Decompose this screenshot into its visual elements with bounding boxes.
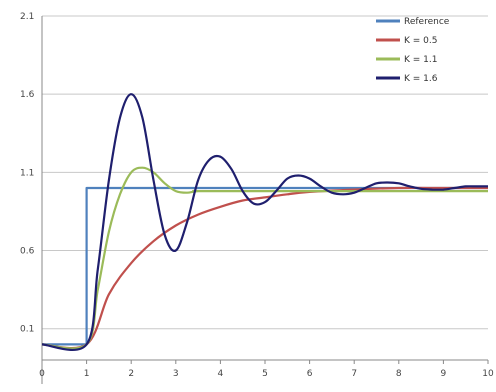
x-tick-label: 2 xyxy=(128,369,134,379)
legend-label-1: K = 0.5 xyxy=(404,36,437,46)
x-tick-label: 4 xyxy=(218,369,224,379)
x-tick-label: 10 xyxy=(482,369,494,379)
y-tick-label: 1.1 xyxy=(20,168,34,178)
x-tick-label: 7 xyxy=(351,369,357,379)
legend-label-2: K = 1.1 xyxy=(404,55,437,65)
y-tick-labels: 0.1 0.6 1.1 1.6 2.1 xyxy=(20,12,35,335)
legend-label-0: Reference xyxy=(404,17,450,27)
x-tick-label: 8 xyxy=(396,369,402,379)
series-lines xyxy=(41,93,488,351)
gridlines xyxy=(42,15,488,330)
y-tick-label: 0.6 xyxy=(20,247,35,257)
x-tick-label: 5 xyxy=(262,369,268,379)
x-tick-label: 1 xyxy=(84,369,90,379)
x-tick-label: 0 xyxy=(39,369,45,379)
x-tick-label: 3 xyxy=(173,369,179,379)
x-tick-label: 9 xyxy=(441,369,447,379)
y-tick-label: 2.1 xyxy=(20,12,34,22)
series-line-0 xyxy=(42,186,488,346)
series-line-1 xyxy=(41,186,488,350)
y-tick-label: 1.6 xyxy=(20,90,35,100)
legend: Reference K = 0.5 K = 1.1 K = 1.6 xyxy=(376,17,450,84)
legend-label-3: K = 1.6 xyxy=(404,74,438,84)
x-tick-labels: 0 1 2 3 4 5 6 7 8 9 10 xyxy=(39,360,494,379)
series-line-3 xyxy=(41,93,488,351)
x-tick-label: 6 xyxy=(307,369,313,379)
y-tick-label: 0.1 xyxy=(20,325,34,335)
